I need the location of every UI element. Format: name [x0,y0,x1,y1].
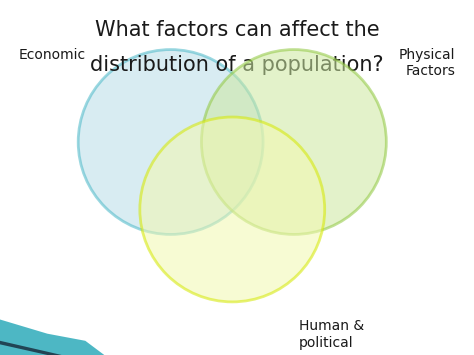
Ellipse shape [140,117,325,302]
Text: Economic: Economic [19,48,86,62]
Ellipse shape [78,50,263,234]
Text: distribution of a population?: distribution of a population? [90,55,384,75]
Text: Physical
Factors: Physical Factors [399,48,455,78]
Polygon shape [0,320,104,355]
Text: Human &
political: Human & political [299,320,364,350]
Ellipse shape [201,50,386,234]
Text: What factors can affect the: What factors can affect the [95,20,379,39]
Polygon shape [0,341,62,355]
